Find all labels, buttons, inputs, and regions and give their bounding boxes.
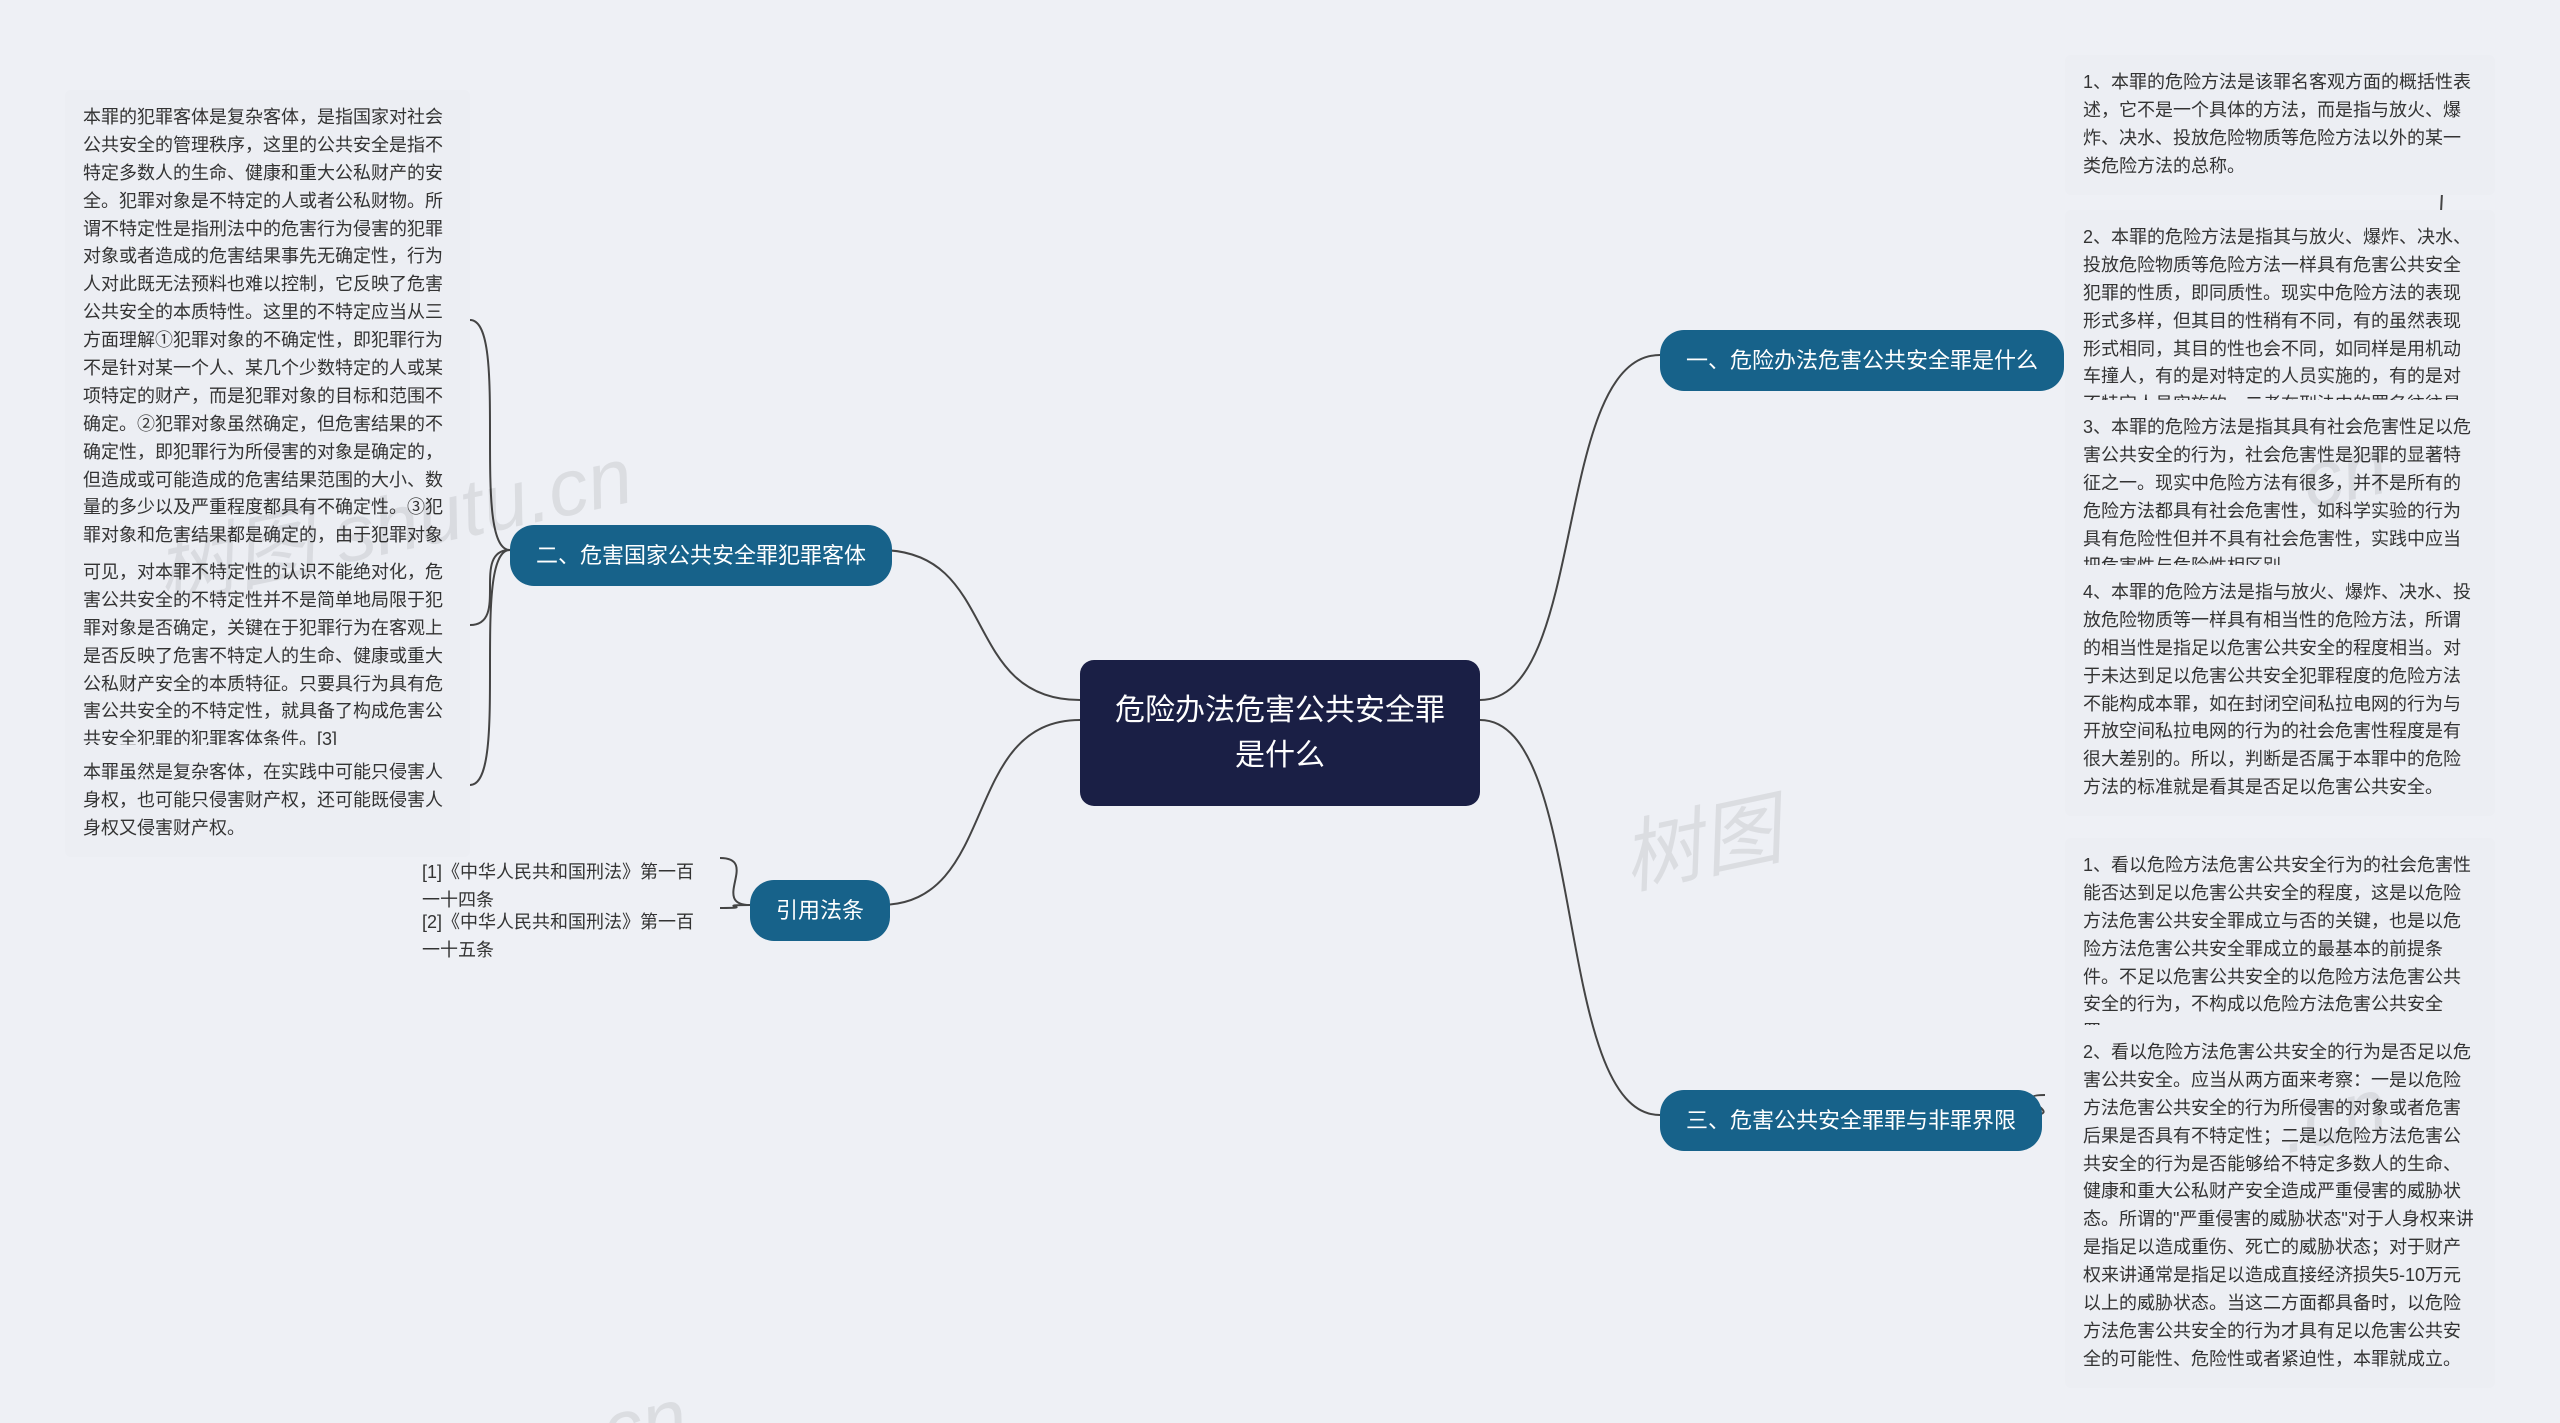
leaf-b1-4: 4、本罪的危险方法是指与放火、爆炸、决水、投放危险物质等一样具有相当性的危险方法… [2065,565,2495,816]
branch-b4: 引用法条 [750,880,890,941]
branch-b2: 二、危害国家公共安全罪犯罪客体 [510,525,892,586]
branch-b3: 三、危害公共安全罪罪与非罪界限 [1660,1090,2042,1151]
edge [470,550,510,785]
edge [880,720,1080,905]
leaf-b1-1: 1、本罪的危险方法是该罪名客观方面的概括性表述，它不是一个具体的方法，而是指与放… [2065,55,2495,195]
edge [1480,355,1660,700]
edge [1480,720,1660,1115]
edge [720,858,750,905]
watermark: 树图 [1610,765,1791,912]
leaf-b4-2: [2]《中华人民共和国刑法》第一百一十五条 [400,895,720,979]
watermark: .cn [572,1370,696,1423]
root-node: 危险办法危害公共安全罪是什么 [1080,660,1480,806]
leaf-b2-3: 本罪虽然是复杂客体，在实践中可能只侵害人身权，也可能只侵害财产权，还可能既侵害人… [65,745,470,857]
leaf-b2-2: 可见，对本罪不特定性的认识不能绝对化，危害公共安全的不特定性并不是简单地局限于犯… [65,545,470,768]
leaf-b2-1: 本罪的犯罪客体是复杂客体，是指国家对社会公共安全的管理秩序，这里的公共安全是指不… [65,90,470,620]
edge [880,550,1080,700]
edge [720,905,750,908]
edge [470,550,510,625]
branch-b1: 一、危险办法危害公共安全罪是什么 [1660,330,2064,391]
edge [470,320,510,550]
leaf-b3-2: 2、看以危险方法危害公共安全的行为是否足以危害公共安全。应当从两方面来考察：一是… [2065,1025,2495,1388]
